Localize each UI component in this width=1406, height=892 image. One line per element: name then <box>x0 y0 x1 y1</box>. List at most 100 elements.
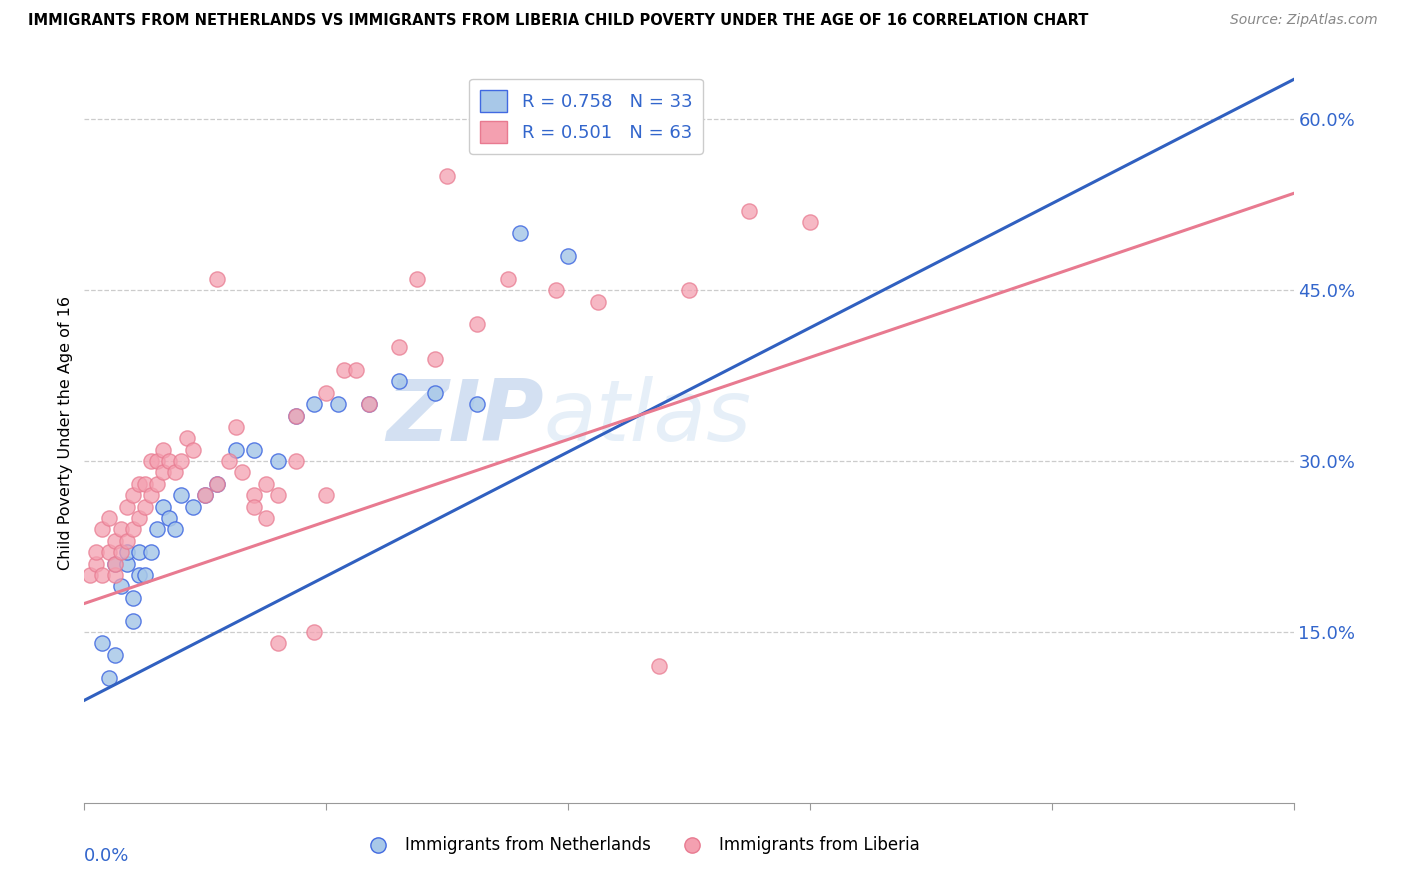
Point <box>496 272 519 286</box>
Point <box>115 500 138 514</box>
Point <box>128 511 150 525</box>
Point <box>110 579 132 593</box>
Point <box>225 420 247 434</box>
Point <box>285 409 308 423</box>
Point <box>121 488 143 502</box>
Point <box>285 409 308 423</box>
Point <box>218 454 240 468</box>
Point <box>104 533 127 548</box>
Point <box>557 249 579 263</box>
Point <box>146 454 169 468</box>
Point <box>181 442 204 457</box>
Point <box>139 454 162 468</box>
Point <box>139 488 162 502</box>
Point <box>104 557 127 571</box>
Point <box>357 397 380 411</box>
Point <box>152 442 174 457</box>
Point <box>423 385 446 400</box>
Point <box>302 624 325 639</box>
Point <box>104 568 127 582</box>
Point <box>388 375 411 389</box>
Point <box>110 545 132 559</box>
Point <box>170 488 193 502</box>
Point <box>207 476 229 491</box>
Point <box>176 431 198 445</box>
Point <box>152 466 174 480</box>
Point <box>194 488 217 502</box>
Point <box>302 397 325 411</box>
Point <box>207 272 229 286</box>
Point <box>79 568 101 582</box>
Point <box>97 545 120 559</box>
Text: 0.0%: 0.0% <box>84 847 129 865</box>
Point <box>242 488 264 502</box>
Point <box>165 466 187 480</box>
Point <box>121 614 143 628</box>
Point <box>121 591 143 605</box>
Point <box>146 476 169 491</box>
Point <box>423 351 446 366</box>
Point <box>115 533 138 548</box>
Point <box>91 636 114 650</box>
Point <box>128 476 150 491</box>
Point <box>86 557 108 571</box>
Point <box>115 545 138 559</box>
Point <box>170 454 193 468</box>
Legend: R = 0.758   N = 33, R = 0.501   N = 63: R = 0.758 N = 33, R = 0.501 N = 63 <box>470 78 703 153</box>
Text: IMMIGRANTS FROM NETHERLANDS VS IMMIGRANTS FROM LIBERIA CHILD POVERTY UNDER THE A: IMMIGRANTS FROM NETHERLANDS VS IMMIGRANT… <box>28 13 1088 29</box>
Point <box>254 476 277 491</box>
Point <box>134 500 156 514</box>
Point <box>333 363 356 377</box>
Point <box>267 454 290 468</box>
Point <box>128 545 150 559</box>
Text: atlas: atlas <box>544 376 752 459</box>
Point <box>134 476 156 491</box>
Point <box>97 671 120 685</box>
Point <box>194 488 217 502</box>
Y-axis label: Child Poverty Under the Age of 16: Child Poverty Under the Age of 16 <box>58 295 73 570</box>
Point <box>157 454 180 468</box>
Point <box>648 659 671 673</box>
Point <box>165 523 187 537</box>
Point <box>467 397 489 411</box>
Point <box>738 203 761 218</box>
Point <box>346 363 368 377</box>
Point <box>588 294 610 309</box>
Point <box>146 523 169 537</box>
Point <box>91 523 114 537</box>
Point <box>139 545 162 559</box>
Point <box>267 488 290 502</box>
Point <box>104 557 127 571</box>
Text: ZIP: ZIP <box>387 376 544 459</box>
Point <box>467 318 489 332</box>
Point <box>225 442 247 457</box>
Point <box>207 476 229 491</box>
Point <box>231 466 253 480</box>
Point <box>406 272 429 286</box>
Point <box>254 511 277 525</box>
Point <box>242 442 264 457</box>
Point <box>799 215 821 229</box>
Point <box>97 511 120 525</box>
Point <box>110 523 132 537</box>
Point <box>315 488 337 502</box>
Point <box>104 648 127 662</box>
Point <box>242 500 264 514</box>
Point <box>315 385 337 400</box>
Point <box>285 454 308 468</box>
Point <box>181 500 204 514</box>
Point <box>544 283 567 297</box>
Point <box>134 568 156 582</box>
Point <box>128 568 150 582</box>
Point <box>509 227 531 241</box>
Point <box>115 557 138 571</box>
Point <box>328 397 350 411</box>
Point <box>436 169 458 184</box>
Point <box>357 397 380 411</box>
Point <box>388 340 411 354</box>
Point <box>678 283 700 297</box>
Point <box>91 568 114 582</box>
Point <box>157 511 180 525</box>
Point <box>152 500 174 514</box>
Point <box>267 636 290 650</box>
